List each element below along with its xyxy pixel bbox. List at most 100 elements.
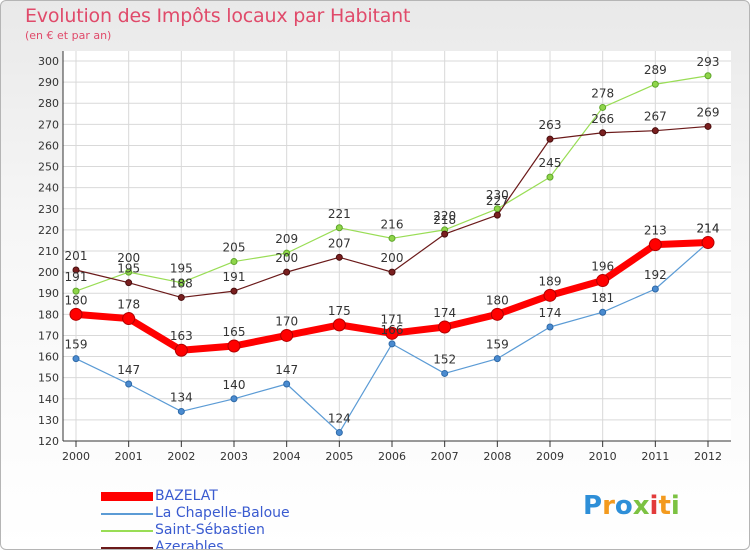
x-tick-label: 2006 — [378, 450, 406, 463]
data-point-azerables — [704, 122, 712, 130]
data-point-azerables — [177, 293, 185, 301]
data-point-saint-sebastien — [388, 234, 396, 242]
legend-label-la-chapelle-baloue: La Chapelle-Baloue — [155, 505, 290, 521]
data-point-bazelat — [490, 307, 504, 321]
y-tick-label: 160 — [38, 351, 59, 364]
data-point-la-chapelle-baloue — [441, 369, 449, 377]
data-point-saint-sebastien — [599, 103, 607, 111]
data-point-la-chapelle-baloue — [283, 380, 291, 388]
x-tick-label: 2000 — [62, 450, 90, 463]
data-label-la-chapelle-baloue: 174 — [539, 306, 562, 320]
data-label-saint-sebastien: 209 — [275, 232, 298, 246]
x-tick-label: 2005 — [325, 450, 353, 463]
y-tick-label: 280 — [38, 97, 59, 110]
data-point-la-chapelle-baloue — [546, 323, 554, 331]
data-label-la-chapelle-baloue: 124 — [328, 412, 351, 426]
y-tick-label: 260 — [38, 139, 59, 152]
y-tick-label: 270 — [38, 118, 59, 131]
data-point-saint-sebastien — [72, 287, 80, 295]
data-point-bazelat — [701, 236, 715, 250]
data-label-azerables: 207 — [328, 236, 351, 250]
data-point-bazelat — [385, 326, 399, 340]
data-point-bazelat — [543, 288, 557, 302]
data-label-bazelat: 178 — [117, 298, 140, 312]
data-point-bazelat — [438, 320, 452, 334]
y-tick-label: 210 — [38, 245, 59, 258]
data-label-azerables: 191 — [223, 270, 246, 284]
data-label-azerables: 195 — [117, 262, 140, 276]
y-tick-label: 230 — [38, 203, 59, 216]
legend-swatch-la-chapelle-baloue — [101, 513, 153, 515]
data-point-azerables — [230, 287, 238, 295]
data-label-la-chapelle-baloue: 134 — [170, 390, 193, 404]
data-point-azerables — [335, 253, 343, 261]
proxiti-logo: Proxiti — [583, 491, 680, 521]
data-label-bazelat: 165 — [223, 325, 246, 339]
data-point-azerables — [493, 211, 501, 219]
legend-label-azerables: Azerables — [155, 539, 224, 550]
y-tick-label: 220 — [38, 224, 59, 237]
y-tick-label: 290 — [38, 76, 59, 89]
data-label-bazelat: 189 — [539, 274, 562, 288]
data-label-bazelat: 170 — [275, 314, 298, 328]
logo-letter: x — [632, 491, 650, 521]
data-point-la-chapelle-baloue — [125, 380, 133, 388]
y-tick-label: 120 — [38, 435, 59, 448]
data-label-bazelat: 213 — [644, 224, 667, 238]
data-label-saint-sebastien: 216 — [381, 217, 404, 231]
data-point-saint-sebastien — [651, 80, 659, 88]
data-label-la-chapelle-baloue: 152 — [433, 352, 456, 366]
data-label-bazelat: 196 — [591, 260, 614, 274]
y-tick-label: 300 — [38, 55, 59, 68]
data-label-azerables: 266 — [591, 112, 614, 126]
data-label-bazelat: 180 — [65, 293, 88, 307]
data-label-bazelat: 163 — [170, 329, 193, 343]
data-label-saint-sebastien: 289 — [644, 63, 667, 77]
data-label-saint-sebastien: 205 — [223, 241, 246, 255]
data-point-la-chapelle-baloue — [388, 340, 396, 348]
data-label-azerables: 188 — [170, 276, 193, 290]
legend-label-bazelat: BAZELAT — [155, 488, 218, 504]
logo-letter: o — [614, 491, 633, 521]
x-tick-label: 2003 — [220, 450, 248, 463]
data-point-azerables — [72, 266, 80, 274]
data-point-saint-sebastien — [546, 173, 554, 181]
data-label-bazelat: 175 — [328, 304, 351, 318]
logo-letter: r — [602, 491, 615, 521]
data-label-saint-sebastien: 191 — [65, 270, 88, 284]
logo-letter: P — [583, 491, 603, 521]
x-tick-label: 2004 — [273, 450, 301, 463]
y-tick-label: 130 — [38, 414, 59, 427]
data-label-saint-sebastien: 230 — [486, 188, 509, 202]
data-point-la-chapelle-baloue — [177, 407, 185, 415]
data-label-azerables: 200 — [275, 251, 298, 265]
legend-swatch-saint-sebastien — [101, 530, 153, 532]
data-label-azerables: 267 — [644, 110, 667, 124]
y-tick-label: 190 — [38, 287, 59, 300]
data-label-bazelat: 214 — [697, 222, 720, 236]
data-point-la-chapelle-baloue — [599, 308, 607, 316]
data-label-la-chapelle-baloue: 159 — [486, 338, 509, 352]
logo-letter: t — [658, 491, 671, 521]
data-label-azerables: 218 — [433, 213, 456, 227]
y-tick-label: 140 — [38, 393, 59, 406]
plot-area — [63, 51, 731, 441]
data-point-azerables — [388, 268, 396, 276]
legend-swatch-azerables — [101, 547, 153, 549]
data-point-saint-sebastien — [335, 224, 343, 232]
data-label-saint-sebastien: 293 — [697, 55, 720, 69]
data-point-bazelat — [280, 328, 294, 342]
data-point-bazelat — [69, 307, 83, 321]
x-tick-label: 2002 — [167, 450, 195, 463]
data-point-azerables — [283, 268, 291, 276]
data-point-la-chapelle-baloue — [230, 395, 238, 403]
x-tick-label: 2009 — [536, 450, 564, 463]
data-point-bazelat — [122, 312, 136, 326]
y-tick-label: 180 — [38, 308, 59, 321]
x-tick-label: 2011 — [641, 450, 669, 463]
chart-subtitle: (en € et par an) — [25, 29, 112, 42]
data-label-la-chapelle-baloue: 140 — [223, 378, 246, 392]
data-label-bazelat: 180 — [486, 293, 509, 307]
data-label-azerables: 269 — [697, 105, 720, 119]
